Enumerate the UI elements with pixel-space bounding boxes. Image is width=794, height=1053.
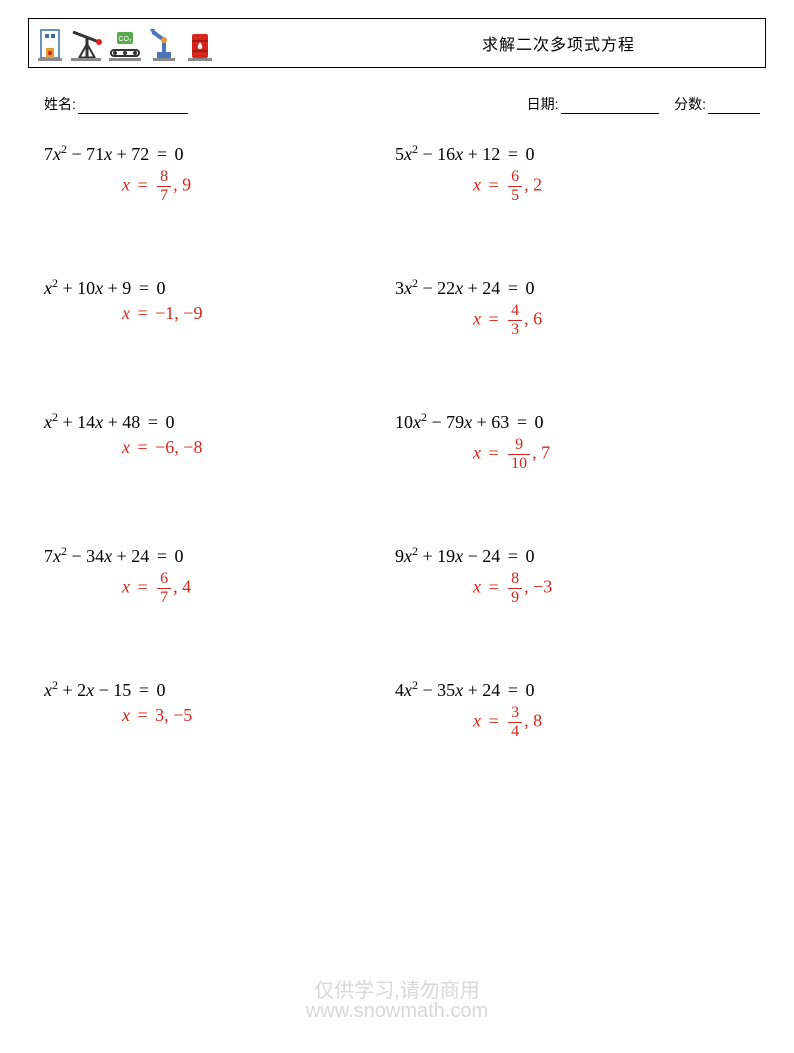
robot-arm-icon — [147, 24, 181, 62]
problem-cell: 10x2 − 79x + 63 = 0 x = 910, 7 — [395, 410, 746, 472]
worksheet-page: CO₂ 求解二次多项式方 — [0, 0, 794, 1053]
equation: 7x2 − 34x + 24 = 0 — [44, 544, 395, 567]
answer: x = 65, 2 — [395, 169, 746, 204]
header-box: CO₂ 求解二次多项式方 — [28, 18, 766, 68]
score-blank — [708, 99, 760, 114]
problem-row: x2 + 10x + 9 = 0 x = −1, −93x2 − 22x + 24… — [44, 276, 746, 338]
answer: x = −6, −8 — [44, 437, 395, 458]
problem-cell: 4x2 − 35x + 24 = 0 x = 34, 8 — [395, 678, 746, 740]
svg-text:CO₂: CO₂ — [118, 36, 132, 43]
problem-row: x2 + 2x − 15 = 0 x = 3, −54x2 − 35x + 24 … — [44, 678, 746, 740]
equation: 10x2 − 79x + 63 = 0 — [395, 410, 746, 433]
equation: 9x2 + 19x − 24 = 0 — [395, 544, 746, 567]
answer: x = 43, 6 — [395, 303, 746, 338]
factory-icon — [35, 24, 65, 62]
name-label: 姓名: — [44, 96, 76, 112]
equation: 4x2 − 35x + 24 = 0 — [395, 678, 746, 701]
equation: 5x2 − 16x + 12 = 0 — [395, 142, 746, 165]
equation: 7x2 − 71x + 72 = 0 — [44, 142, 395, 165]
problem-cell: 9x2 + 19x − 24 = 0 x = 89, −3 — [395, 544, 746, 606]
answer: x = 3, −5 — [44, 705, 395, 726]
equation: x2 + 14x + 48 = 0 — [44, 410, 395, 433]
equation: x2 + 10x + 9 = 0 — [44, 276, 395, 299]
problem-cell: x2 + 2x − 15 = 0 x = 3, −5 — [44, 678, 395, 740]
equation: 3x2 − 22x + 24 = 0 — [395, 276, 746, 299]
date-score-group: 日期: 分数: — [527, 94, 760, 114]
answer: x = −1, −9 — [44, 303, 395, 324]
answer: x = 34, 8 — [395, 705, 746, 740]
problem-cell: 3x2 − 22x + 24 = 0 x = 43, 6 — [395, 276, 746, 338]
equation: x2 + 2x − 15 = 0 — [44, 678, 395, 701]
problem-cell: x2 + 10x + 9 = 0 x = −1, −9 — [44, 276, 395, 338]
watermark-url: www.snowmath.com — [306, 1000, 488, 1023]
answer: x = 910, 7 — [395, 437, 746, 472]
meta-row: 姓名: 日期: 分数: — [28, 94, 766, 114]
answer: x = 87, 9 — [44, 169, 395, 204]
problem-cell: 7x2 − 71x + 72 = 0 x = 87, 9 — [44, 142, 395, 204]
problem-cell: 5x2 − 16x + 12 = 0 x = 65, 2 — [395, 142, 746, 204]
score-label: 分数: — [674, 96, 706, 112]
oil-barrel-icon — [185, 24, 215, 62]
answer: x = 89, −3 — [395, 571, 746, 606]
problem-row: 7x2 − 71x + 72 = 0 x = 87, 95x2 − 16x + 1… — [44, 142, 746, 204]
problem-row: x2 + 14x + 48 = 0 x = −6, −810x2 − 79x + … — [44, 410, 746, 472]
name-field: 姓名: — [44, 94, 188, 114]
conveyor-icon: CO₂ — [107, 24, 143, 62]
problems-grid: 7x2 − 71x + 72 = 0 x = 87, 95x2 − 16x + 1… — [28, 142, 766, 740]
name-blank — [78, 99, 188, 114]
date-blank — [561, 99, 659, 114]
watermark-cn: 仅供学习,请勿商用 — [314, 974, 480, 1003]
date-label: 日期: — [527, 96, 559, 112]
oil-pump-icon — [69, 24, 103, 62]
problem-cell: 7x2 − 34x + 24 = 0 x = 67, 4 — [44, 544, 395, 606]
answer: x = 67, 4 — [44, 571, 395, 606]
worksheet-title: 求解二次多项式方程 — [482, 31, 635, 55]
problem-row: 7x2 − 34x + 24 = 0 x = 67, 49x2 + 19x − 2… — [44, 544, 746, 606]
problem-cell: x2 + 14x + 48 = 0 x = −6, −8 — [44, 410, 395, 472]
header-icons: CO₂ — [35, 24, 215, 62]
